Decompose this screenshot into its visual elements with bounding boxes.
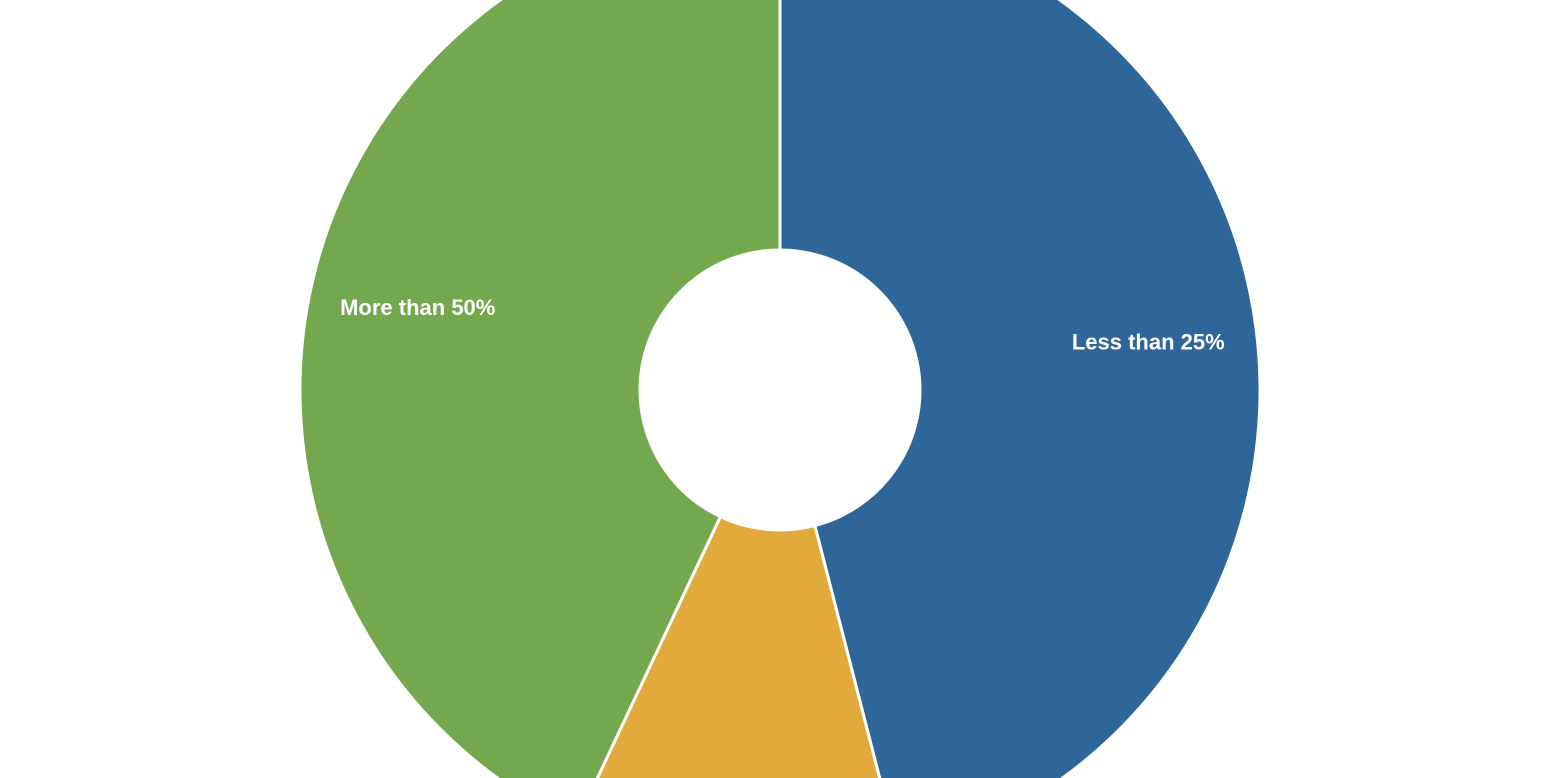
slice-label-less-than-25: Less than 25%: [1072, 329, 1225, 354]
donut-chart-container: Less than 25%25-50%More than 50%: [0, 0, 1568, 778]
donut-chart: Less than 25%25-50%More than 50%: [0, 0, 1568, 778]
donut-hole: [640, 250, 920, 530]
slice-label-more-than-50: More than 50%: [340, 295, 495, 320]
